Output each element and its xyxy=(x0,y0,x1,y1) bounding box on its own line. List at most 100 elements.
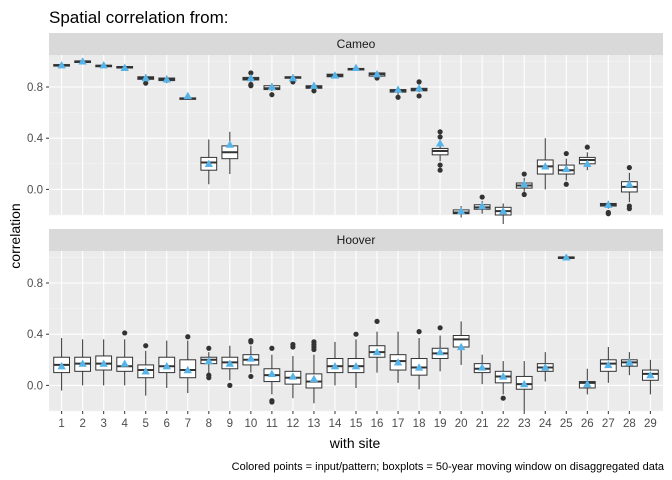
facet-strip-label: Cameo xyxy=(337,37,376,51)
outlier-point xyxy=(437,129,443,135)
pattern-point xyxy=(204,159,214,167)
pattern-point xyxy=(625,358,634,366)
outlier-point xyxy=(290,341,296,348)
y-tick-label: 0.0 xyxy=(27,380,43,392)
x-tick-label: 10 xyxy=(244,418,257,430)
pattern-point xyxy=(393,358,403,366)
outlier-point xyxy=(584,144,590,150)
pattern-point xyxy=(351,362,361,370)
outlier-point xyxy=(143,80,149,86)
outlier-point xyxy=(311,339,317,345)
outlier-point xyxy=(206,345,212,351)
outlier-point xyxy=(353,331,359,337)
outlier-point xyxy=(437,167,443,173)
pattern-point xyxy=(372,347,382,356)
panel-hoover: Hoover 0.0 0.4 0.8 xyxy=(27,229,663,412)
pattern-point xyxy=(583,159,592,167)
x-tick-label: 6 xyxy=(164,418,170,430)
outlier-point xyxy=(416,79,422,85)
x-tick-label: 18 xyxy=(413,418,426,430)
outlier-point xyxy=(269,92,275,98)
pattern-point xyxy=(141,367,150,375)
x-tick-label: 23 xyxy=(518,418,531,430)
pattern-point xyxy=(267,369,277,378)
pattern-point xyxy=(246,354,256,362)
pattern-point xyxy=(120,63,129,71)
outlier-point xyxy=(416,329,422,335)
outlier-point xyxy=(185,334,191,340)
pattern-point xyxy=(393,85,403,93)
pattern-point xyxy=(330,362,340,370)
outlier-point xyxy=(437,325,443,331)
pattern-point xyxy=(57,61,66,69)
outlier-point xyxy=(269,399,275,405)
pattern-point xyxy=(183,365,192,374)
x-tick-label: 28 xyxy=(623,418,636,430)
pattern-point xyxy=(99,359,108,367)
pattern-point xyxy=(604,200,613,208)
pattern-point xyxy=(414,84,424,92)
pattern-point xyxy=(562,164,571,173)
y-axis-title: correlation xyxy=(7,203,23,268)
box-site-19 xyxy=(431,129,449,173)
pattern-point xyxy=(541,363,550,371)
pattern-point xyxy=(520,180,529,188)
pattern-point xyxy=(99,61,108,69)
x-tick-label: 19 xyxy=(434,418,447,430)
pattern-point xyxy=(583,379,592,388)
outlier-point xyxy=(626,206,632,212)
pattern-point xyxy=(288,73,298,82)
pattern-point xyxy=(162,362,171,370)
x-axis-ticks: 1 2 3 4 5 6 7 8 9 10 11 12 13 14 15 16 17 18 19 20 21 22 23 24 2… xyxy=(58,411,657,430)
outlier-point xyxy=(374,318,380,324)
outlier-point xyxy=(626,165,632,171)
x-tick-label: 9 xyxy=(227,418,233,430)
outlier-point xyxy=(248,70,254,76)
box-site-9 xyxy=(221,131,239,175)
chart-title: Spatial correlation from: xyxy=(49,8,229,27)
facet-strip-label: Hoover xyxy=(337,233,376,247)
pattern-point xyxy=(435,139,445,147)
x-tick-label: 26 xyxy=(581,418,594,430)
x-tick-label: 29 xyxy=(644,418,657,430)
pattern-point xyxy=(372,70,382,78)
pattern-point xyxy=(477,363,487,371)
box-site-5 xyxy=(137,343,155,396)
outlier-point xyxy=(143,343,149,349)
pattern-point xyxy=(456,206,466,215)
outlier-point xyxy=(563,150,569,157)
pattern-point xyxy=(78,359,87,367)
outlier-point xyxy=(311,88,317,94)
outlier-point xyxy=(248,373,254,380)
pattern-point xyxy=(625,180,634,188)
x-tick-label: 3 xyxy=(100,418,106,430)
x-tick-label: 4 xyxy=(121,418,128,430)
facet-strip xyxy=(49,33,663,55)
x-axis-title: with site xyxy=(329,435,381,451)
pattern-point xyxy=(498,372,508,380)
outlier-point xyxy=(227,382,233,388)
pattern-point xyxy=(309,374,319,383)
outlier-point xyxy=(248,338,254,344)
pattern-point xyxy=(309,81,319,89)
outlier-point xyxy=(563,181,569,187)
x-tick-label: 12 xyxy=(287,418,300,430)
pattern-point xyxy=(225,359,235,367)
pattern-point xyxy=(330,71,340,79)
outlier-point xyxy=(269,345,275,351)
x-tick-label: 22 xyxy=(497,418,510,430)
outlier-point xyxy=(521,191,527,198)
outlier-point xyxy=(521,171,527,177)
pattern-point xyxy=(414,363,424,371)
pattern-point xyxy=(267,82,277,91)
x-tick-label: 17 xyxy=(392,418,405,430)
x-tick-label: 1 xyxy=(58,418,64,430)
facet-panels: Cameo 0.0 0.4 0.8 Hoover 0.0 0.4 0.8 xyxy=(27,33,663,412)
outlier-point xyxy=(500,395,506,401)
x-tick-label: 27 xyxy=(602,418,615,430)
x-tick-label: 13 xyxy=(308,418,321,430)
x-tick-label: 21 xyxy=(476,418,489,430)
pattern-point xyxy=(646,370,655,379)
pattern-point xyxy=(120,359,129,367)
